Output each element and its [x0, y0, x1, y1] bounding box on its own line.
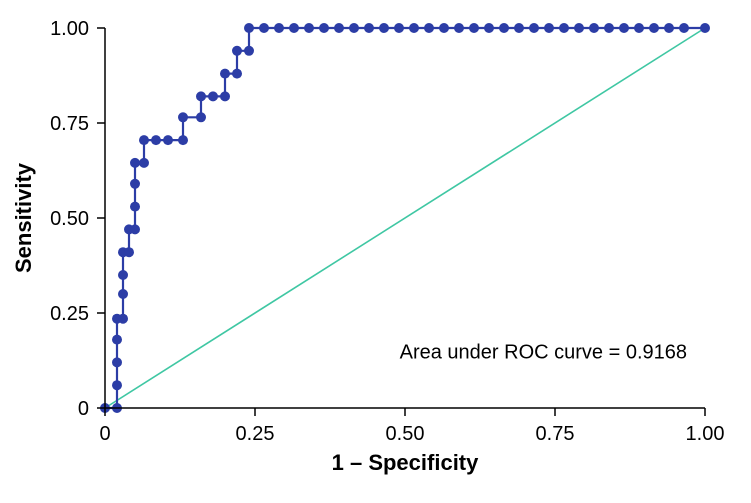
roc-point	[304, 23, 314, 33]
roc-point	[499, 23, 509, 33]
roc-chart-svg: 0 0.25 0.50 0.75 1.00 0 0.25 0.50 0.75 1.00 1 – Sp…	[0, 0, 751, 503]
roc-point	[439, 23, 449, 33]
roc-point	[139, 158, 149, 168]
roc-point	[559, 23, 569, 33]
roc-point	[664, 23, 674, 33]
roc-point	[178, 112, 188, 122]
roc-point	[220, 91, 230, 101]
roc-point	[454, 23, 464, 33]
roc-point	[151, 135, 161, 145]
roc-point	[349, 23, 359, 33]
roc-point	[118, 289, 128, 299]
roc-point	[409, 23, 419, 33]
roc-point	[130, 158, 140, 168]
roc-point	[244, 46, 254, 56]
roc-point	[259, 23, 269, 33]
roc-point	[424, 23, 434, 33]
roc-point	[178, 135, 188, 145]
x-tick-label: 1.00	[686, 423, 725, 445]
roc-point	[679, 23, 689, 33]
roc-point	[130, 202, 140, 212]
auc-annotation: Area under ROC curve = 0.9168	[400, 342, 687, 364]
roc-point	[529, 23, 539, 33]
roc-point	[130, 179, 140, 189]
x-tick-label: 0	[99, 423, 110, 445]
roc-point	[700, 23, 710, 33]
y-axis-title: Sensitivity	[11, 162, 36, 273]
roc-point	[196, 112, 206, 122]
roc-point	[604, 23, 614, 33]
roc-point	[112, 335, 122, 345]
roc-point	[139, 135, 149, 145]
x-tick-label: 0.25	[236, 423, 275, 445]
roc-point	[124, 247, 134, 257]
chart-background	[0, 0, 751, 503]
x-axis-title: 1 – Specificity	[332, 450, 480, 475]
roc-point	[649, 23, 659, 33]
roc-point	[118, 314, 128, 324]
roc-point	[634, 23, 644, 33]
roc-point	[334, 23, 344, 33]
roc-point	[379, 23, 389, 33]
roc-point	[544, 23, 554, 33]
roc-chart-container: { "chart": { "type": "roc-curve", "width…	[0, 0, 751, 503]
roc-point	[244, 23, 254, 33]
roc-point	[232, 46, 242, 56]
roc-point	[394, 23, 404, 33]
roc-point	[130, 224, 140, 234]
roc-point	[232, 69, 242, 79]
roc-point	[319, 23, 329, 33]
roc-point	[619, 23, 629, 33]
y-tick-label: 0.50	[50, 208, 89, 230]
roc-point	[208, 91, 218, 101]
y-tick-label: 0.75	[50, 113, 89, 135]
roc-point	[220, 69, 230, 79]
y-tick-label: 0.25	[50, 303, 89, 325]
roc-point	[469, 23, 479, 33]
roc-point	[484, 23, 494, 33]
roc-point	[289, 23, 299, 33]
x-tick-label: 0.50	[386, 423, 425, 445]
roc-point	[364, 23, 374, 33]
roc-point	[118, 270, 128, 280]
roc-point	[274, 23, 284, 33]
y-tick-label: 1.00	[50, 18, 89, 40]
roc-point	[514, 23, 524, 33]
roc-point	[574, 23, 584, 33]
y-tick-label: 0	[78, 398, 89, 420]
roc-point	[163, 135, 173, 145]
roc-point	[589, 23, 599, 33]
roc-point	[196, 91, 206, 101]
roc-point	[112, 357, 122, 367]
roc-point	[112, 380, 122, 390]
x-tick-label: 0.75	[536, 423, 575, 445]
